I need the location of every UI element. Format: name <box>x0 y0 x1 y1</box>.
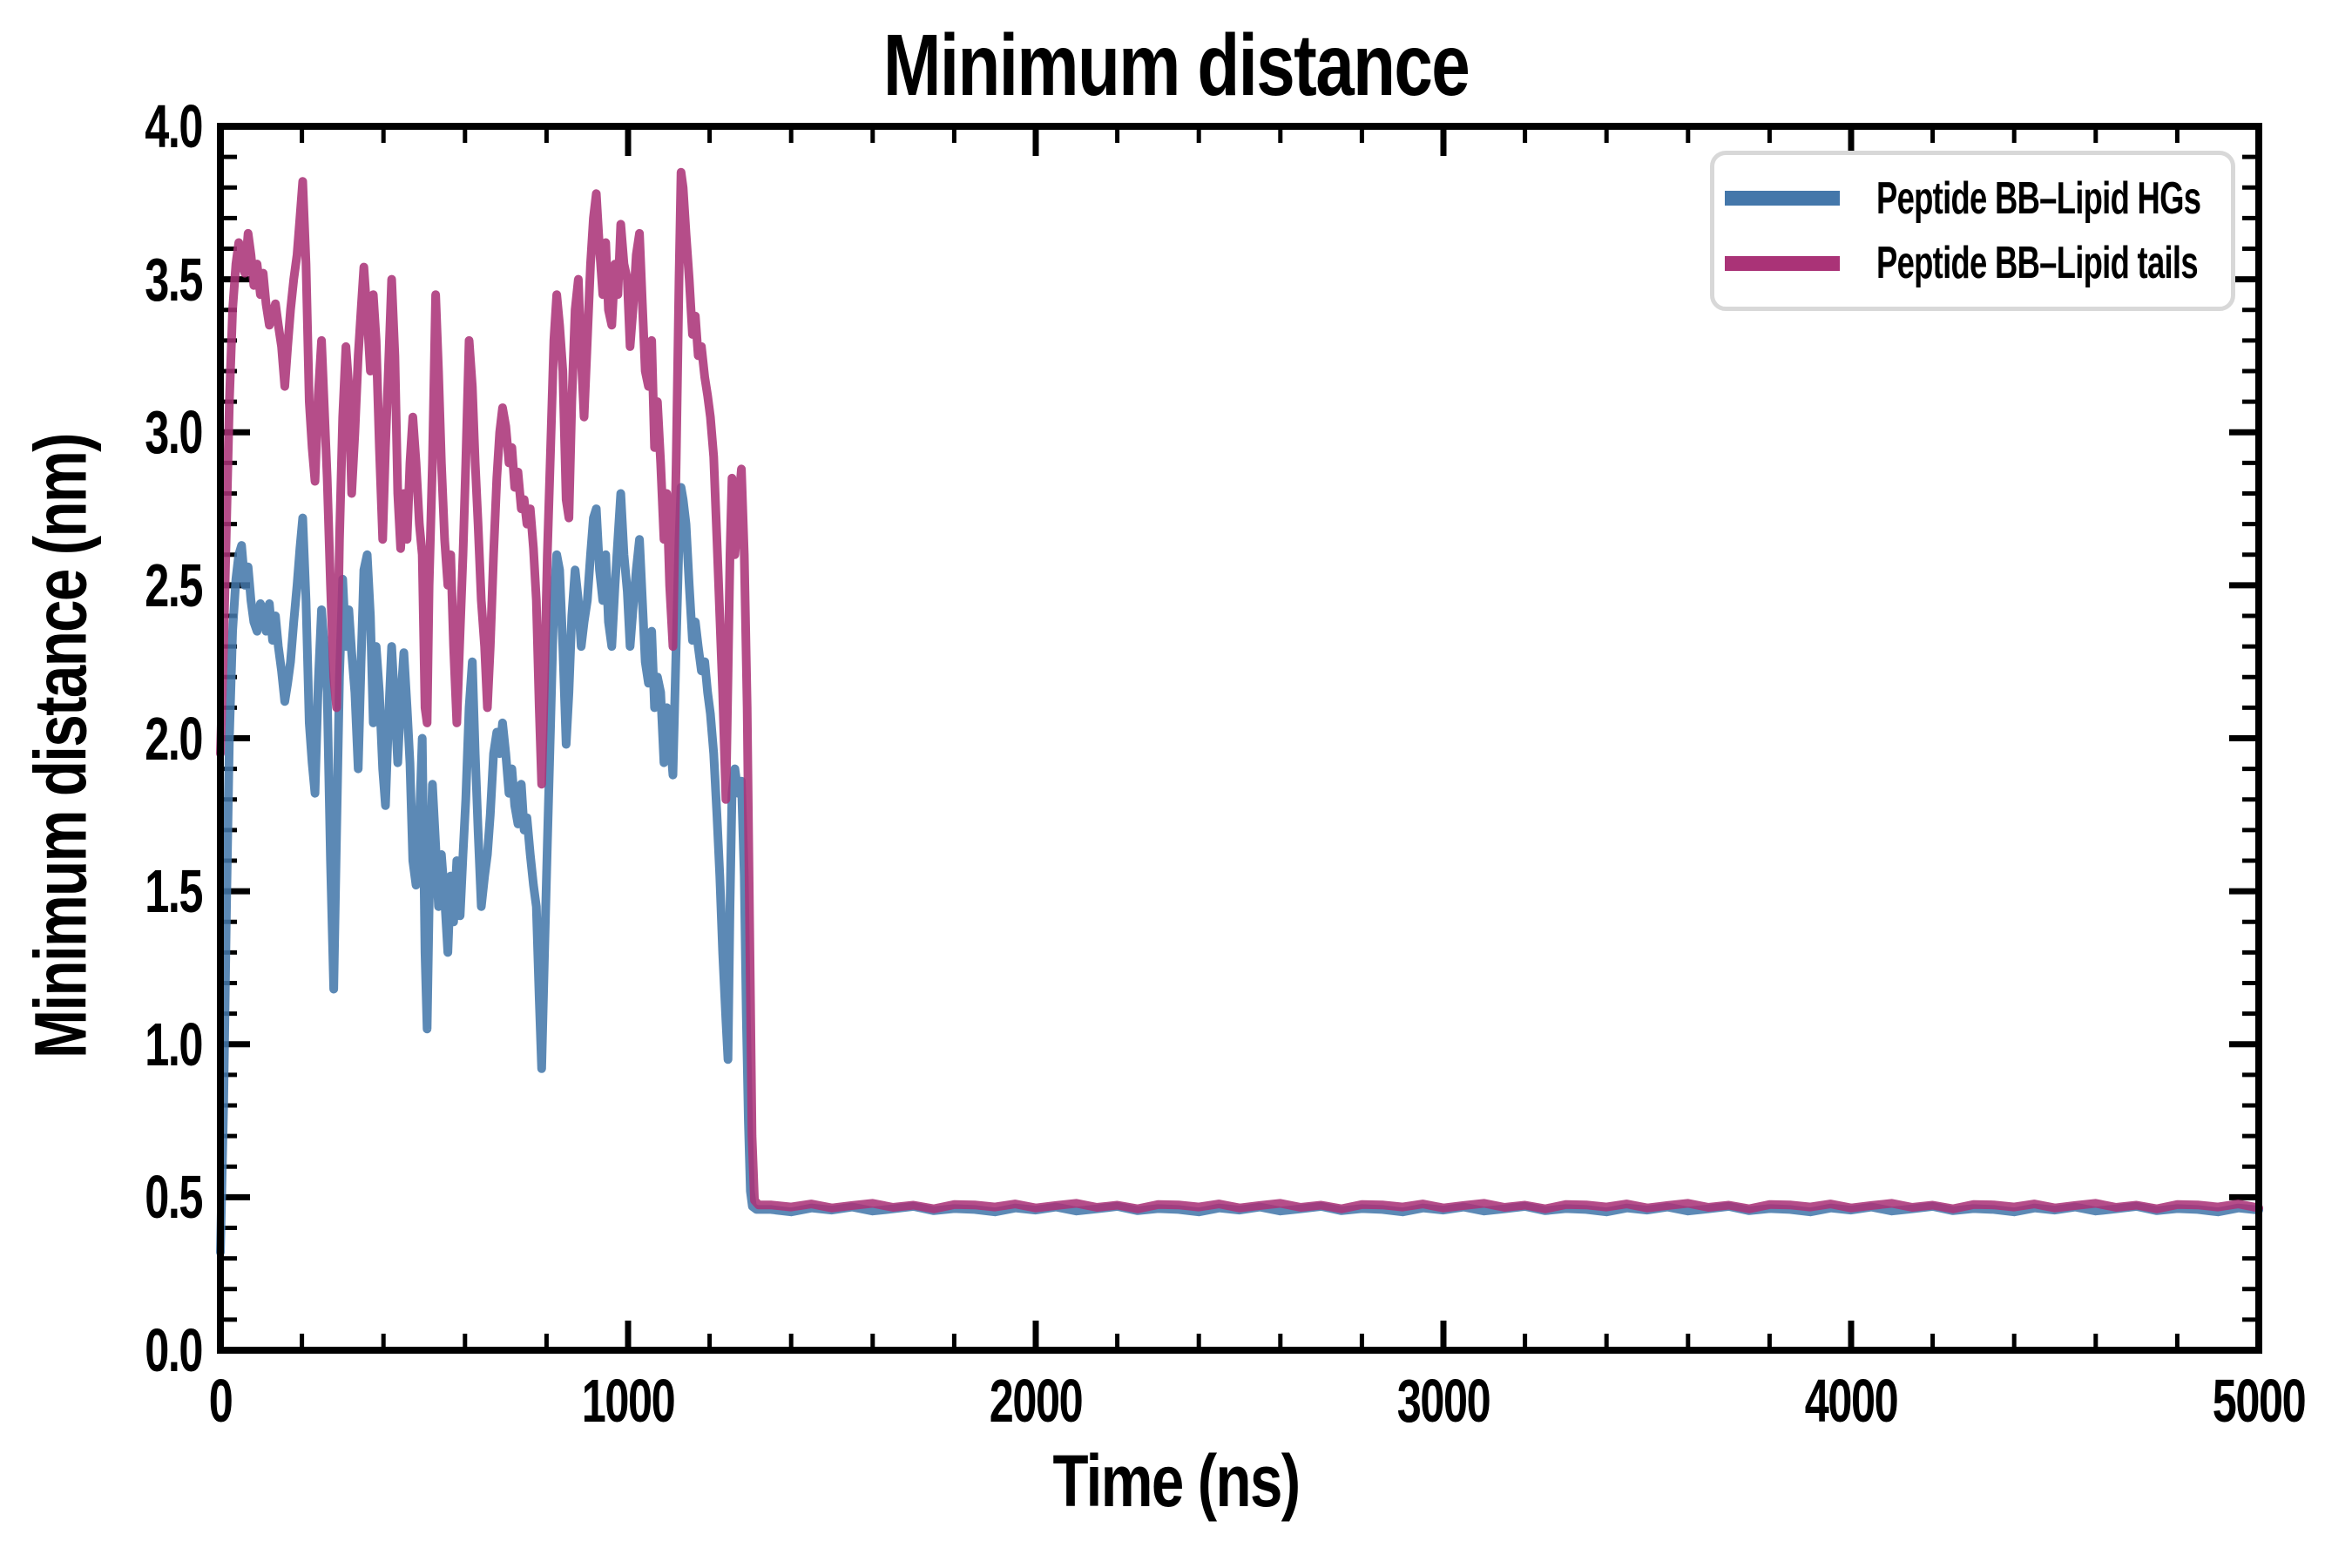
y-tick-label: 2.0 <box>145 704 203 773</box>
x-tick-label: 0 <box>208 1367 233 1435</box>
x-tick-label: 2000 <box>989 1367 1084 1435</box>
legend-line-swatch <box>1725 191 1840 206</box>
legend-item: Peptide BB–Lipid tails <box>1714 238 2231 288</box>
plot-frame <box>217 123 2262 1354</box>
chart-title: Minimum distance <box>882 17 1470 114</box>
x-axis-label: Time (ns) <box>1052 1440 1301 1522</box>
y-tick-label: 0.0 <box>145 1316 203 1384</box>
y-tick-label: 4.0 <box>145 92 203 160</box>
y-tick-label: 1.5 <box>145 857 203 926</box>
y-tick-label: 1.0 <box>145 1010 203 1078</box>
legend-label: Peptide BB–Lipid HGs <box>1876 172 2201 224</box>
y-tick-label: 3.0 <box>145 398 203 467</box>
y-tick-label: 2.5 <box>145 551 203 619</box>
series-line-peptide-bb-lipid-hgs <box>216 483 2263 1257</box>
y-tick-label: 0.5 <box>145 1163 203 1232</box>
legend-line-swatch <box>1725 255 1840 271</box>
x-tick-label: 4000 <box>1804 1367 1899 1435</box>
legend-label: Peptide BB–Lipid tails <box>1876 238 2199 289</box>
legend: Peptide BB–Lipid HGs Peptide BB–Lipid ta… <box>1710 151 2235 311</box>
x-tick-label: 3000 <box>1396 1367 1491 1435</box>
legend-item: Peptide BB–Lipid HGs <box>1714 173 2231 224</box>
y-tick-label: 3.5 <box>145 245 203 314</box>
x-tick-label: 5000 <box>2212 1367 2307 1435</box>
series-line-peptide-bb-lipid-tails <box>216 167 2263 1213</box>
x-tick-label: 1000 <box>581 1367 676 1435</box>
